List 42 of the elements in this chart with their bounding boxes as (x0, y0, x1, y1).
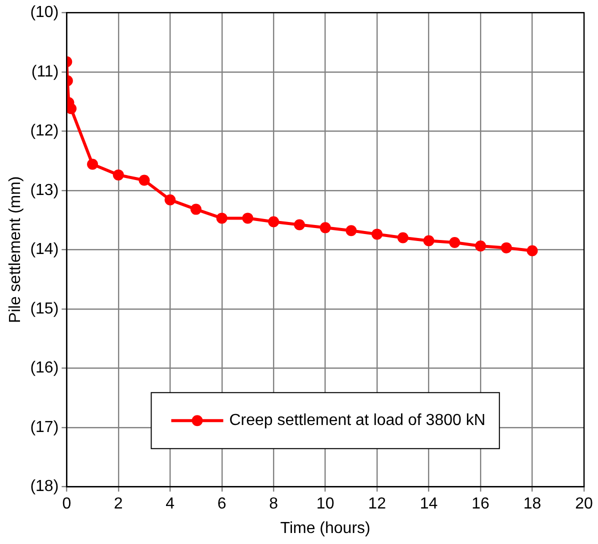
y-tick-label: (13) (30, 182, 59, 199)
y-tick-label: (18) (30, 478, 59, 496)
point (216, 212, 228, 224)
point (372, 228, 383, 240)
point (500, 242, 512, 254)
point (423, 235, 434, 246)
point (320, 222, 331, 234)
point (294, 219, 305, 230)
x-tick-label: 18 (523, 496, 542, 513)
x-tick-label: 2 (114, 496, 123, 513)
y-tick-label: (16) (30, 360, 59, 377)
point (475, 240, 486, 252)
point (66, 103, 77, 114)
x-tick-label: 16 (472, 496, 490, 513)
x-tick-label: 4 (166, 496, 175, 513)
x-tick-label: 6 (217, 496, 226, 513)
point (190, 204, 202, 215)
point (397, 232, 408, 244)
y-axis-title: Pile settlement (mm) (7, 176, 24, 323)
x-tick-label: 14 (420, 496, 438, 513)
point (346, 225, 357, 236)
legend-label: Creep settlement at load of 3800 kN (229, 412, 486, 430)
y-tick-label: (11) (31, 63, 59, 80)
x-tick-label: 0 (62, 496, 72, 513)
point (242, 212, 254, 224)
y-tick-label: (14) (30, 241, 59, 258)
y-tick-label: (17) (30, 418, 59, 436)
y-tick-label: (12) (30, 122, 59, 140)
y-tick-label: (10) (30, 4, 59, 22)
x-axis-title: Time (hours) (280, 520, 370, 537)
point (449, 236, 460, 248)
x-tick-label: 8 (269, 496, 278, 513)
point (138, 174, 150, 186)
point (87, 158, 98, 170)
y-tick-label: (15) (30, 300, 59, 318)
point (112, 169, 124, 180)
x-tick-label: 12 (368, 496, 386, 513)
point (164, 194, 176, 206)
point (526, 245, 538, 256)
point (268, 216, 280, 228)
x-tick-label: 20 (575, 496, 593, 513)
x-tick-label: 10 (316, 496, 334, 513)
